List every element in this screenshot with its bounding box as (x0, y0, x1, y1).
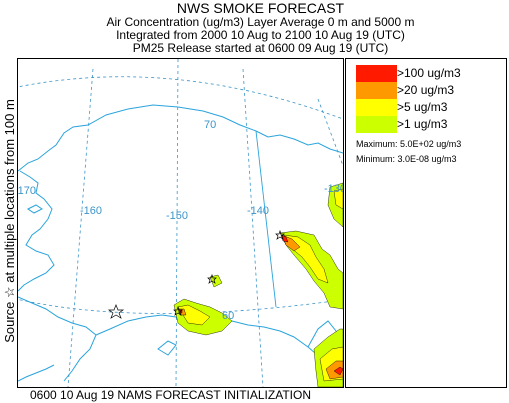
longitude-label-130: -130 (324, 183, 344, 195)
map-panel: -170 -160 -150 -140 -130 70 60 (17, 58, 344, 388)
source-star-icon (207, 273, 217, 284)
legend-label: >5 ug/m3 (397, 100, 448, 114)
source-star-icon (107, 304, 125, 319)
plume-yukon-100 (280, 234, 289, 243)
legend-panel: >100 ug/m3 >20 ug/m3 >5 ug/m3 >1 ug/m3 M… (345, 58, 507, 388)
latitude-label-60: 60 (222, 310, 235, 322)
canada-arctic-coast (255, 130, 343, 154)
legend-label: >1 ug/m3 (397, 117, 448, 131)
plume-panhandle-20 (325, 360, 343, 380)
map-title: NWS SMOKE FORECAST (176, 0, 345, 16)
concentration-subtitle: Air Concentration (ug/m3) Layer Average … (106, 15, 415, 29)
meridian-140 (242, 68, 264, 387)
legend-maximum: Maximum: 5.0E+02 ug/m3 (356, 139, 462, 149)
aleutian-chain (18, 364, 55, 382)
forecast-initialization-footer: 0600 10 Aug 19 NAMS FORECAST INITIALIZAT… (30, 388, 311, 402)
longitude-label-160: -160 (80, 205, 103, 217)
legend-minimum: Minimum: 3.0E-08 ug/m3 (356, 154, 457, 164)
meridian-150 (175, 59, 179, 387)
legend-entry: >5 ug/m3 (356, 99, 506, 116)
legend-entry: >1 ug/m3 (356, 116, 506, 133)
parallel-60 (18, 298, 343, 314)
plume-panhandle-100 (333, 366, 343, 376)
legend-swatch (356, 99, 397, 116)
integration-period-subtitle: Integrated from 2000 10 Aug to 2100 10 A… (116, 28, 405, 42)
legend-swatch (356, 65, 397, 82)
legend-swatch (356, 82, 397, 99)
source-markers (107, 229, 285, 319)
longitude-label-150: -150 (166, 210, 189, 222)
legend-label: >20 ug/m3 (397, 83, 455, 97)
map-canvas (18, 59, 343, 387)
alaska-southwest-coast (18, 296, 97, 382)
longitude-label-170: -170 (17, 185, 37, 197)
alaska-west-coast (18, 170, 55, 292)
alaska-north-coast (18, 104, 257, 172)
source-location-label: Source ☆ at multiple locations from 100 … (2, 99, 17, 343)
smoke-plumes (173, 182, 343, 387)
source-star-icon (173, 305, 183, 316)
kodiak-island (157, 340, 177, 356)
legend-entry: >100 ug/m3 (356, 65, 506, 82)
legend-swatch (356, 116, 397, 133)
meridian-130 (317, 98, 343, 167)
meridian-160 (67, 68, 94, 387)
source-star-icon (275, 229, 285, 240)
longitude-label-140: -140 (247, 205, 270, 217)
border-line (255, 130, 277, 308)
plume-south-5 (177, 304, 211, 326)
plume-east-5 (333, 188, 343, 210)
st-lawrence-island (27, 204, 43, 214)
latitude-label-70: 70 (204, 119, 217, 131)
graticule (18, 59, 343, 387)
legend-entry: >20 ug/m3 (356, 82, 506, 99)
release-start-subtitle: PM25 Release started at 0600 09 Aug 19 (… (132, 41, 389, 55)
parallel-70 (18, 76, 343, 120)
legend-label: >100 ug/m3 (397, 66, 461, 80)
